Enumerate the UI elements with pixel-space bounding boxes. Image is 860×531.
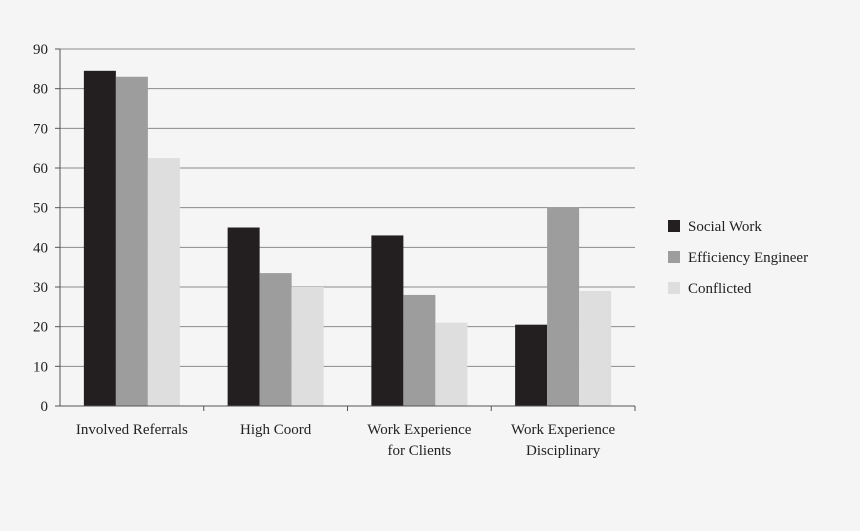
bar-efficiency-engineer <box>115 76 148 407</box>
y-tick-label: 70 <box>33 121 48 137</box>
y-tick-label: 50 <box>33 201 48 217</box>
y-tick-label: 0 <box>41 399 49 415</box>
legend-label: Efficiency Engineer <box>688 250 808 266</box>
x-category-label: Work Experience <box>511 422 616 438</box>
bar-efficiency-engineer <box>403 294 436 406</box>
bar-conflicted <box>147 158 180 406</box>
x-category-label: for Clients <box>388 443 452 459</box>
legend-label: Social Work <box>688 219 762 235</box>
bar-efficiency-engineer <box>547 207 580 406</box>
bar-social-work <box>515 324 548 406</box>
x-category-label: Work Experience <box>367 422 472 438</box>
x-category-label: Involved Referrals <box>76 422 188 438</box>
bars <box>83 70 612 407</box>
axes: 0 10 20 30 40 50 60 70 80 90 Involved Referrals Hig… <box>33 42 636 459</box>
legend: Social Work Efficiency Engineer Conflicted <box>668 219 808 297</box>
legend-swatch <box>668 220 680 232</box>
y-tick-label: 60 <box>33 161 48 177</box>
bar-conflicted <box>579 290 612 406</box>
y-tick-label: 30 <box>33 280 48 296</box>
legend-swatch <box>668 251 680 263</box>
bar-conflicted <box>435 322 468 406</box>
bar-social-work <box>227 227 260 406</box>
bar-social-work <box>83 70 116 407</box>
y-tick-label: 10 <box>33 359 48 375</box>
x-category-label: Disciplinary <box>526 443 601 459</box>
bar-social-work <box>371 235 404 406</box>
y-tick-label: 40 <box>33 240 48 256</box>
bar-conflicted <box>291 287 324 406</box>
y-tick-label: 80 <box>33 82 48 98</box>
x-category-label: High Coord <box>240 422 312 438</box>
legend-swatch <box>668 282 680 294</box>
y-tick-label: 20 <box>33 320 48 336</box>
y-tick-label: 90 <box>33 42 48 58</box>
legend-label: Conflicted <box>688 281 752 297</box>
bar-efficiency-engineer <box>259 273 292 406</box>
